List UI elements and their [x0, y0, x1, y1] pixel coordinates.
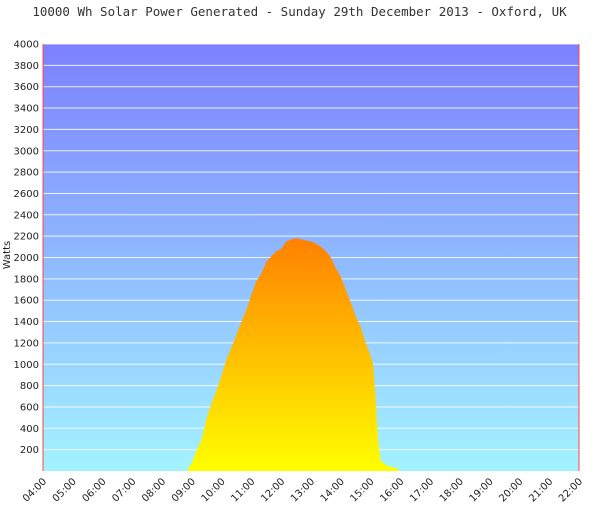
x-tick-label: 05:00 — [51, 476, 79, 504]
x-tick-label: 07:00 — [110, 476, 138, 504]
x-tick-label: 08:00 — [140, 476, 168, 504]
y-tick-label: 4000 — [14, 40, 39, 51]
y-tick-label: 2800 — [14, 168, 39, 179]
x-tick-label: 19:00 — [468, 476, 496, 504]
y-tick-label: 3400 — [14, 104, 39, 115]
y-tick-label: 1200 — [14, 338, 39, 349]
y-tick-label: 3000 — [14, 146, 39, 157]
y-tick-label: 1000 — [14, 360, 39, 371]
y-tick-label: 600 — [20, 402, 39, 413]
chart-title: 10000 Wh Solar Power Generated - Sunday … — [32, 4, 567, 19]
x-tick-label: 04:00 — [21, 476, 49, 504]
x-tick-label: 15:00 — [349, 476, 377, 504]
y-tick-label: 1800 — [14, 274, 39, 285]
y-tick-label: 2000 — [14, 253, 39, 264]
y-tick-label: 3600 — [14, 82, 39, 93]
y-tick-label: 3200 — [14, 125, 39, 136]
y-tick-label: 1600 — [14, 296, 39, 307]
x-tick-label: 22:00 — [557, 476, 585, 504]
y-tick-label: 800 — [20, 381, 39, 392]
x-tick-label: 20:00 — [497, 476, 525, 504]
y-tick-label: 2400 — [14, 210, 39, 221]
x-tick-label: 13:00 — [289, 476, 317, 504]
y-tick-label: 2200 — [14, 232, 39, 243]
y-tick-label: 2600 — [14, 189, 39, 200]
y-tick-label: 3800 — [14, 61, 39, 72]
x-tick-label: 12:00 — [259, 476, 287, 504]
x-tick-label: 10:00 — [200, 476, 228, 504]
x-tick-label: 11:00 — [229, 476, 257, 504]
y-tick-label: 1400 — [14, 317, 39, 328]
x-tick-label: 09:00 — [170, 476, 198, 504]
x-tick-label: 17:00 — [408, 476, 436, 504]
x-tick-label: 21:00 — [527, 476, 555, 504]
x-tick-label: 06:00 — [81, 476, 109, 504]
y-tick-label: 400 — [20, 424, 39, 435]
x-tick-label: 14:00 — [319, 476, 347, 504]
y-axis-label: Watts — [2, 241, 13, 269]
x-tick-label: 16:00 — [378, 476, 406, 504]
solar-power-area — [186, 238, 401, 471]
x-tick-label: 18:00 — [438, 476, 466, 504]
y-tick-label: 200 — [20, 445, 39, 456]
